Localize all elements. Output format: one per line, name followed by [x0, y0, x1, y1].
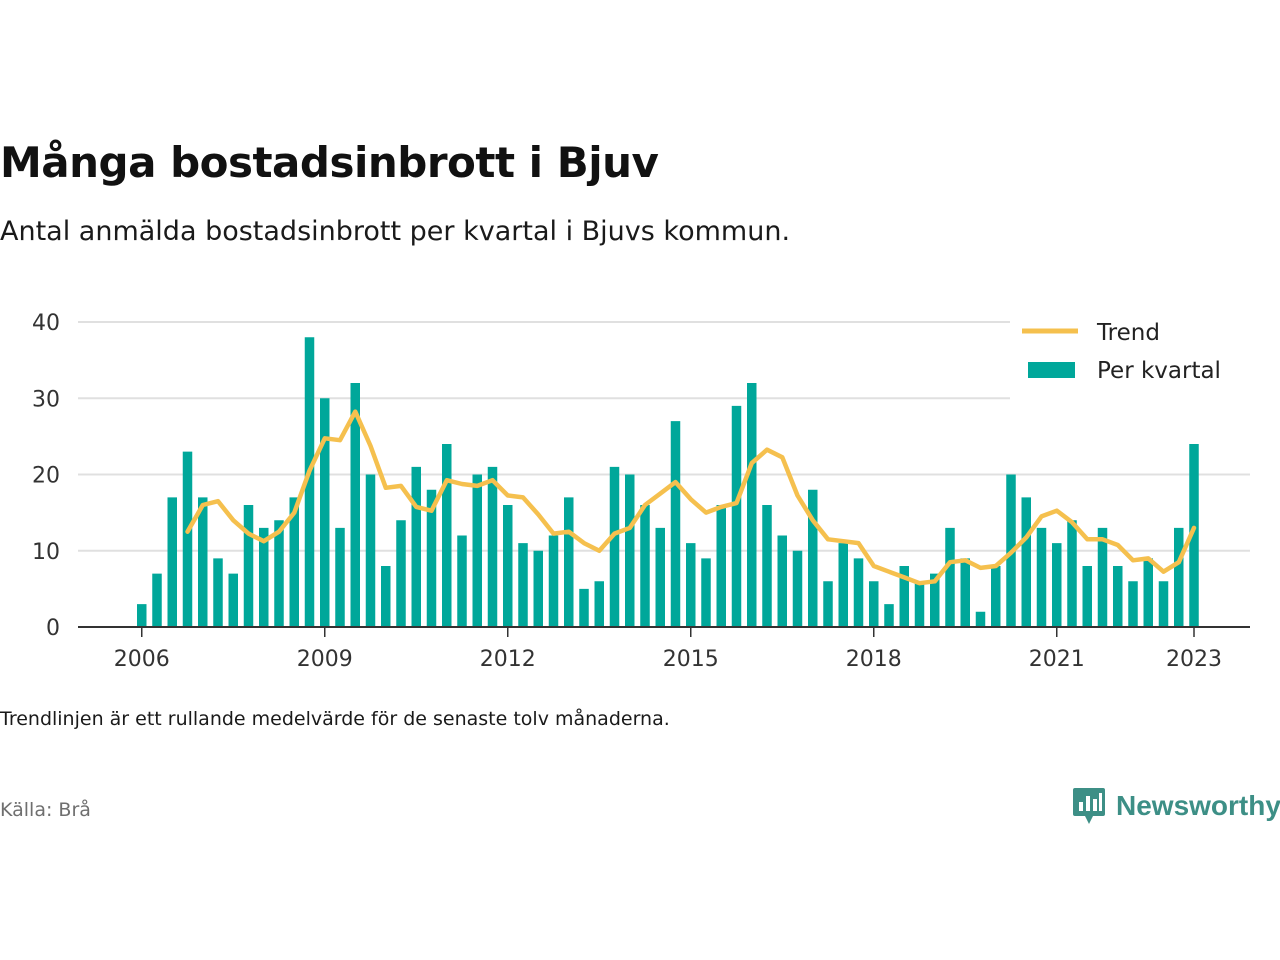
bar	[838, 543, 848, 627]
chart: 0 10 20 30 40 2006 2009 2012 2015 2018 2021 2023 Tre…	[32, 311, 1250, 672]
bar	[1143, 558, 1153, 627]
bar	[350, 383, 360, 627]
y-tick-label: 10	[32, 540, 60, 565]
bar	[655, 527, 665, 627]
y-tick-label: 30	[32, 387, 60, 412]
bar	[640, 505, 650, 627]
bar	[1128, 581, 1138, 627]
bar	[259, 527, 269, 627]
bar	[853, 558, 864, 627]
bar	[1113, 566, 1123, 627]
legend-swatch-bars	[1028, 362, 1075, 378]
x-tick-label: 2009	[297, 647, 353, 672]
bar	[564, 497, 574, 627]
bar	[762, 505, 772, 627]
trend-line	[185, 409, 1197, 586]
bar	[579, 588, 589, 627]
bar	[335, 527, 345, 627]
bar	[777, 535, 787, 627]
bar	[426, 489, 437, 627]
bar	[731, 405, 742, 627]
x-tick-label: 2015	[663, 647, 719, 672]
bar-chart-bubble-icon	[1073, 788, 1105, 824]
x-tick-label: 2018	[846, 647, 902, 672]
footnote: Trendlinjen är ett rullande medelvärde f…	[0, 708, 670, 730]
y-tick-label: 0	[46, 616, 60, 641]
x-tick-label: 2021	[1029, 647, 1085, 672]
legend-label-bars: Per kvartal	[1097, 358, 1221, 384]
bar	[823, 581, 833, 627]
chart-title: Många bostadsinbrott i Bjuv	[0, 138, 659, 187]
bar	[625, 474, 635, 627]
bar	[518, 543, 528, 627]
chart-subtitle: Antal anmälda bostadsinbrott per kvartal…	[0, 216, 791, 247]
bar	[1189, 444, 1199, 627]
legend-label-trend: Trend	[1096, 320, 1160, 346]
bar	[914, 581, 925, 627]
bar	[701, 558, 711, 627]
brand-name: Newsworthy	[1116, 790, 1280, 821]
bar	[686, 543, 696, 627]
bar	[1174, 527, 1184, 627]
bar	[182, 451, 193, 627]
x-tick-label: 2023	[1166, 647, 1222, 672]
bar	[472, 474, 482, 627]
bar	[975, 611, 986, 627]
bar	[1082, 566, 1092, 627]
bar	[930, 573, 940, 627]
bar	[320, 398, 330, 627]
bar	[884, 604, 894, 627]
bar	[457, 535, 467, 627]
bar	[594, 581, 604, 627]
bar	[1052, 543, 1062, 627]
source-label: Källa: Brå	[0, 799, 91, 821]
bar	[304, 337, 315, 627]
bar	[167, 497, 177, 627]
bar	[1067, 520, 1077, 627]
bar	[548, 535, 559, 627]
y-tick-label: 20	[32, 464, 60, 489]
bar	[716, 505, 726, 627]
bar	[274, 520, 284, 627]
x-tick-label: 2006	[114, 647, 170, 672]
bar	[396, 520, 406, 627]
bar	[289, 497, 299, 627]
bar	[808, 489, 818, 627]
bar	[945, 527, 955, 627]
bar	[609, 466, 620, 627]
bar	[899, 566, 909, 627]
bar	[152, 573, 162, 627]
bar	[1097, 527, 1108, 627]
bar	[228, 573, 238, 627]
bar	[503, 505, 513, 627]
bar	[487, 466, 498, 627]
bar	[381, 566, 391, 627]
bar	[869, 581, 879, 627]
bar	[670, 421, 681, 627]
bar	[1158, 581, 1169, 627]
bar	[365, 474, 376, 627]
bar	[198, 497, 208, 627]
x-tick-label: 2012	[480, 647, 536, 672]
y-tick-label: 40	[32, 311, 60, 336]
bar	[533, 550, 543, 627]
bar	[243, 505, 254, 627]
bar	[411, 466, 421, 627]
bar	[991, 566, 1001, 627]
bar	[747, 383, 757, 627]
bar	[1021, 497, 1031, 627]
newsworthy-logo: Newsworthy	[1072, 786, 1280, 826]
bar	[213, 558, 223, 627]
bar	[960, 558, 970, 627]
bar	[137, 604, 147, 627]
bar	[442, 444, 452, 627]
bar	[1036, 527, 1047, 627]
bar	[792, 550, 803, 627]
